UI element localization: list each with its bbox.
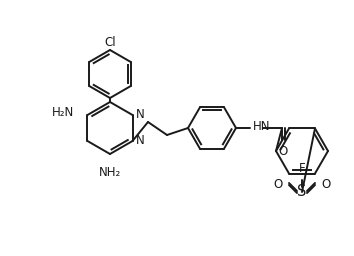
Text: F: F [299, 162, 305, 175]
Text: O: O [321, 177, 330, 190]
Text: O: O [279, 145, 288, 158]
Text: N: N [136, 109, 144, 122]
Text: H₂N: H₂N [52, 106, 74, 120]
Text: S: S [297, 185, 307, 199]
Text: HN: HN [253, 121, 270, 133]
Text: NH₂: NH₂ [99, 166, 121, 179]
Text: O: O [274, 177, 283, 190]
Text: N: N [136, 134, 144, 147]
Text: Cl: Cl [104, 36, 116, 48]
